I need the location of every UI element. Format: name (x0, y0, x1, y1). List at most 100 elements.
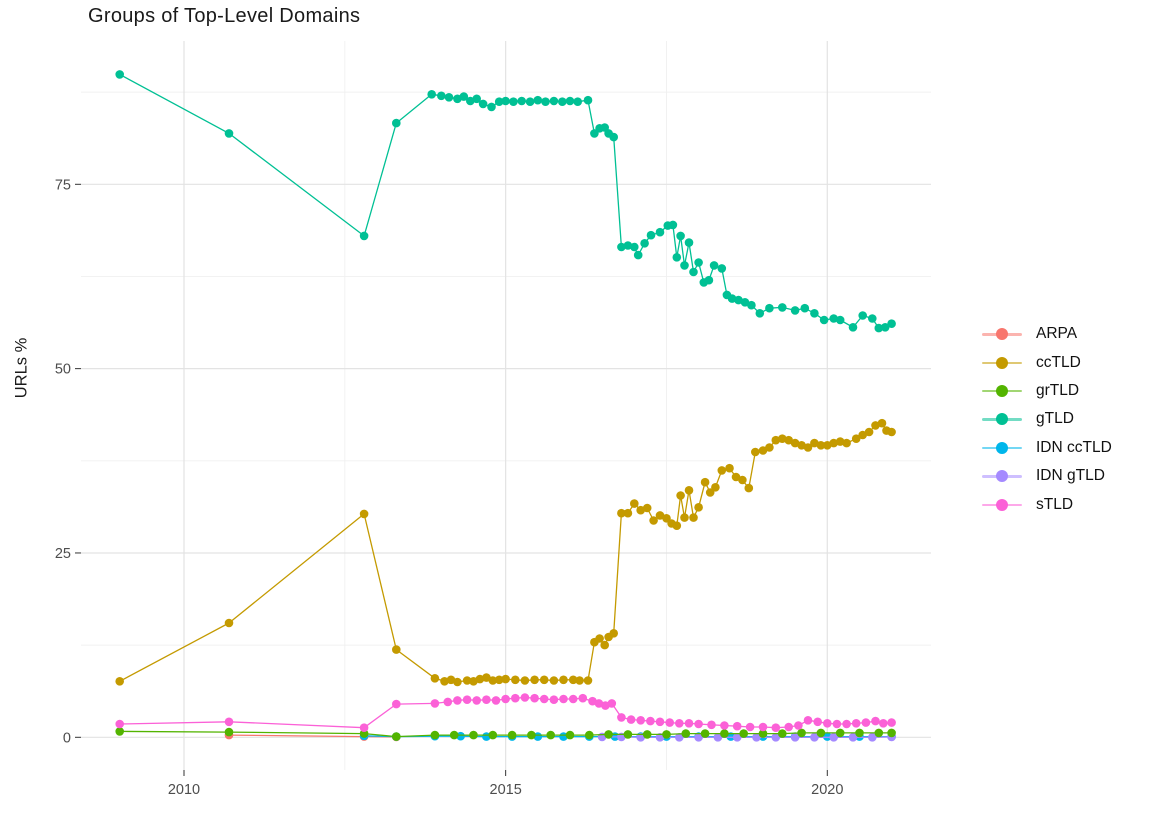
series-point-stld (732, 721, 742, 731)
series-point-gtld (459, 92, 469, 101)
series-point-grtld (527, 730, 536, 740)
series-point-grtld (565, 730, 575, 740)
series-point-stld (443, 697, 453, 707)
series-point-idn-gtld (655, 733, 665, 742)
series-point-cctld (494, 675, 504, 685)
series-point-gtld (501, 96, 510, 106)
series-point-gtld (689, 267, 698, 277)
series-point-cctld (530, 675, 539, 685)
series-point-cctld (689, 513, 698, 522)
legend-key-idn-cctld (982, 441, 1022, 455)
series-point-stld (636, 716, 645, 725)
series-point-stld (559, 694, 568, 704)
series-point-gtld (717, 264, 727, 273)
series-point-cctld (511, 675, 520, 685)
series-point-cctld (630, 499, 639, 508)
series-point-gtld (583, 95, 593, 105)
series-point-cctld (575, 676, 584, 685)
series-point-cctld (539, 675, 549, 685)
series-point-grtld (115, 727, 124, 736)
series-point-grtld (642, 730, 652, 739)
series-point-gtld (609, 132, 618, 142)
legend-dot-icon (996, 328, 1008, 341)
series-point-gtld (880, 323, 890, 332)
series-point-cctld (482, 673, 491, 682)
series-point-cctld (887, 427, 896, 437)
legend-entry-idn-gtld: IDN gTLD (982, 462, 1112, 490)
series-point-cctld (810, 438, 819, 448)
series-point-stld (851, 719, 861, 728)
series-point-gtld (655, 227, 665, 237)
series-point-cctld (642, 503, 652, 513)
series-point-idn-cctld (456, 731, 465, 741)
series-point-gtld (115, 70, 124, 79)
series-point-stld (549, 695, 559, 704)
series-point-cctld (877, 418, 887, 428)
series-point-gtld (800, 303, 810, 313)
legend-dot-icon (996, 441, 1008, 454)
series-point-stld (794, 721, 803, 730)
legend-label: gTLD (1036, 410, 1074, 428)
series-point-stld (665, 718, 674, 727)
series-point-cctld (440, 677, 449, 686)
x-tick-label: 2010 (168, 782, 200, 798)
series-point-gtld (709, 261, 719, 270)
series-point-stld (530, 693, 539, 703)
series-point-grtld (623, 730, 633, 739)
legend: ARPA ccTLD grTLD gTLD IDN ccTLD IDN gTLD sTLD (982, 320, 1112, 519)
series-point-cctld (359, 509, 369, 519)
series-point-stld (472, 696, 482, 705)
series-point-grtld (469, 730, 478, 740)
series-point-grtld (797, 728, 806, 738)
series-point-stld (626, 715, 636, 724)
series-point-cctld (684, 486, 694, 495)
series-point-cctld (784, 435, 793, 445)
series-point-grtld (662, 730, 671, 739)
series-point-cctld (672, 521, 682, 530)
series-point-gtld (224, 129, 234, 138)
series-point-stld (462, 695, 472, 704)
series-point-cctld (816, 441, 826, 450)
series-point-grtld (778, 729, 787, 738)
y-tick-label: 50 (55, 362, 71, 378)
series-point-cctld (430, 674, 440, 683)
series-point-stld (224, 717, 234, 727)
series-point-cctld (700, 477, 710, 487)
series-point-gtld (848, 323, 858, 332)
series-point-idn-gtld (713, 733, 723, 742)
series-point-cctld (842, 438, 851, 448)
legend-dot-icon (996, 498, 1008, 511)
series-point-stld (707, 720, 716, 730)
series-point-cctld (559, 675, 568, 685)
x-tick-label: 2020 (811, 782, 843, 798)
series-point-idn-gtld (829, 733, 838, 742)
series-point-cctld (744, 483, 754, 493)
legend-key-stld (982, 498, 1022, 512)
legend-entry-gtld: gTLD (982, 405, 1112, 433)
series-point-cctld (595, 634, 604, 643)
legend-key-arpa (982, 327, 1022, 341)
series-point-gtld (740, 298, 750, 307)
series-point-idn-cctld (726, 732, 736, 741)
series-point-gtld (704, 275, 714, 285)
legend-entry-cctld: ccTLD (982, 348, 1112, 376)
y-tick-label: 0 (63, 730, 71, 746)
series-point-stld (491, 696, 501, 705)
series-point-gtld (672, 252, 682, 262)
series-point-gtld (874, 323, 884, 333)
series-point-cctld (871, 421, 880, 430)
series-point-stld (617, 713, 626, 722)
series-point-stld (832, 719, 842, 729)
series-point-stld (771, 723, 781, 732)
series-point-idn-gtld (848, 733, 858, 742)
series-point-cctld (731, 472, 741, 482)
series-point-gtld (541, 97, 550, 106)
series-point-cctld (462, 676, 472, 685)
legend-key-grtld (982, 384, 1022, 398)
series-point-cctld (738, 475, 747, 485)
legend-dot-icon (996, 384, 1008, 397)
series-point-cctld (655, 511, 665, 520)
series-point-gtld (549, 96, 559, 106)
series-point-cctld (568, 675, 578, 685)
